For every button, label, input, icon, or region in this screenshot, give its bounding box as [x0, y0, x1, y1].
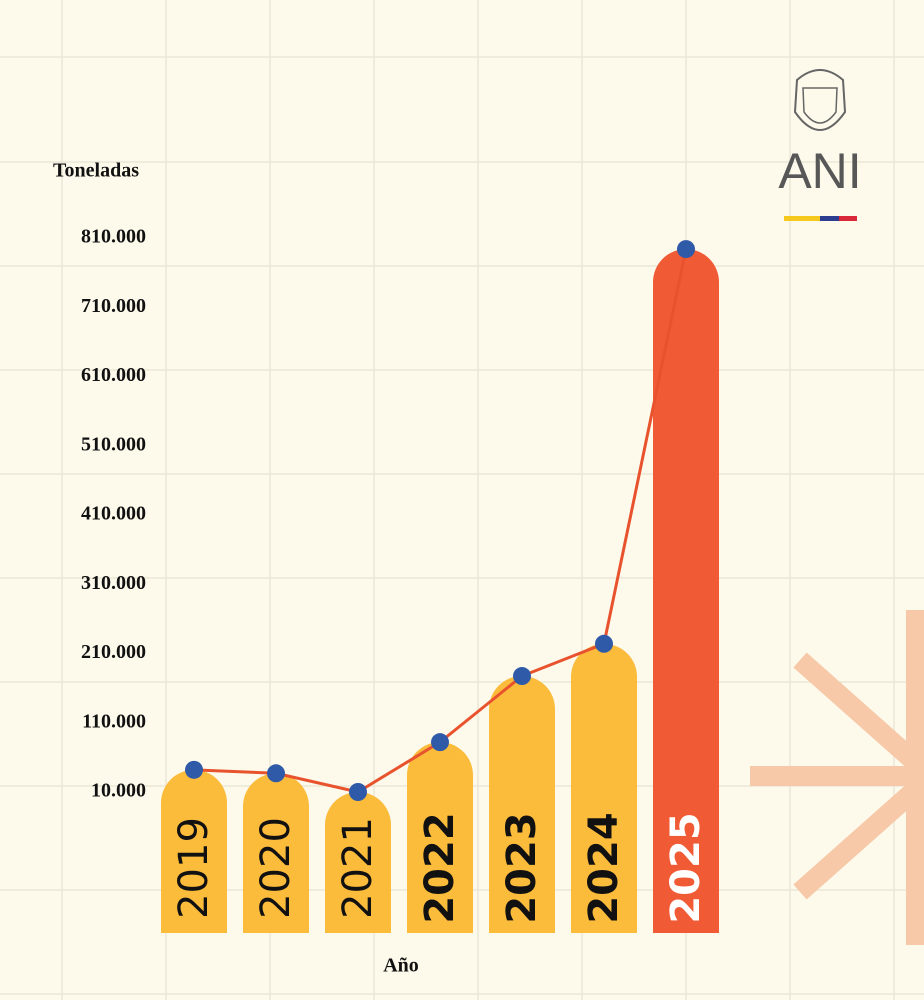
marker [267, 764, 285, 783]
x-tick-label: 2020 [253, 817, 299, 919]
y-tick-label: 710.000 [81, 295, 146, 317]
y-tick-label: 410.000 [81, 503, 146, 525]
x-tick-label: 2019 [171, 817, 217, 919]
x-tick-label: 2021 [335, 817, 381, 919]
marker [677, 240, 695, 259]
bar [489, 676, 555, 933]
y-tick-label: 310.000 [81, 572, 146, 594]
y-tick-label: 10.000 [91, 780, 146, 802]
decoration [750, 610, 924, 945]
marker [349, 783, 367, 801]
y-tick-label: 510.000 [81, 433, 146, 455]
x-tick-label: 2022 [417, 812, 463, 923]
logo-text: ANI [778, 143, 861, 199]
y-tick-label: 610.000 [81, 364, 146, 386]
bar [407, 742, 473, 933]
bar [161, 769, 227, 933]
x-tick-label: 2025 [663, 812, 709, 923]
y-tick-label: 810.000 [81, 226, 146, 248]
x-axis-title: Año [383, 955, 419, 977]
bar [325, 792, 391, 933]
y-tick-label: 210.000 [81, 641, 146, 663]
marker [185, 760, 203, 779]
y-tick-label: 110.000 [82, 710, 146, 732]
marker [595, 634, 613, 653]
bar [653, 249, 719, 934]
marker [513, 667, 531, 686]
logo: ANI [778, 69, 862, 221]
bar [243, 773, 309, 933]
x-tick-label: 2023 [499, 812, 545, 923]
bar [571, 643, 637, 933]
marker [431, 733, 449, 752]
y-axis-title: Toneladas [53, 160, 139, 182]
x-tick-label: 2024 [581, 812, 627, 923]
